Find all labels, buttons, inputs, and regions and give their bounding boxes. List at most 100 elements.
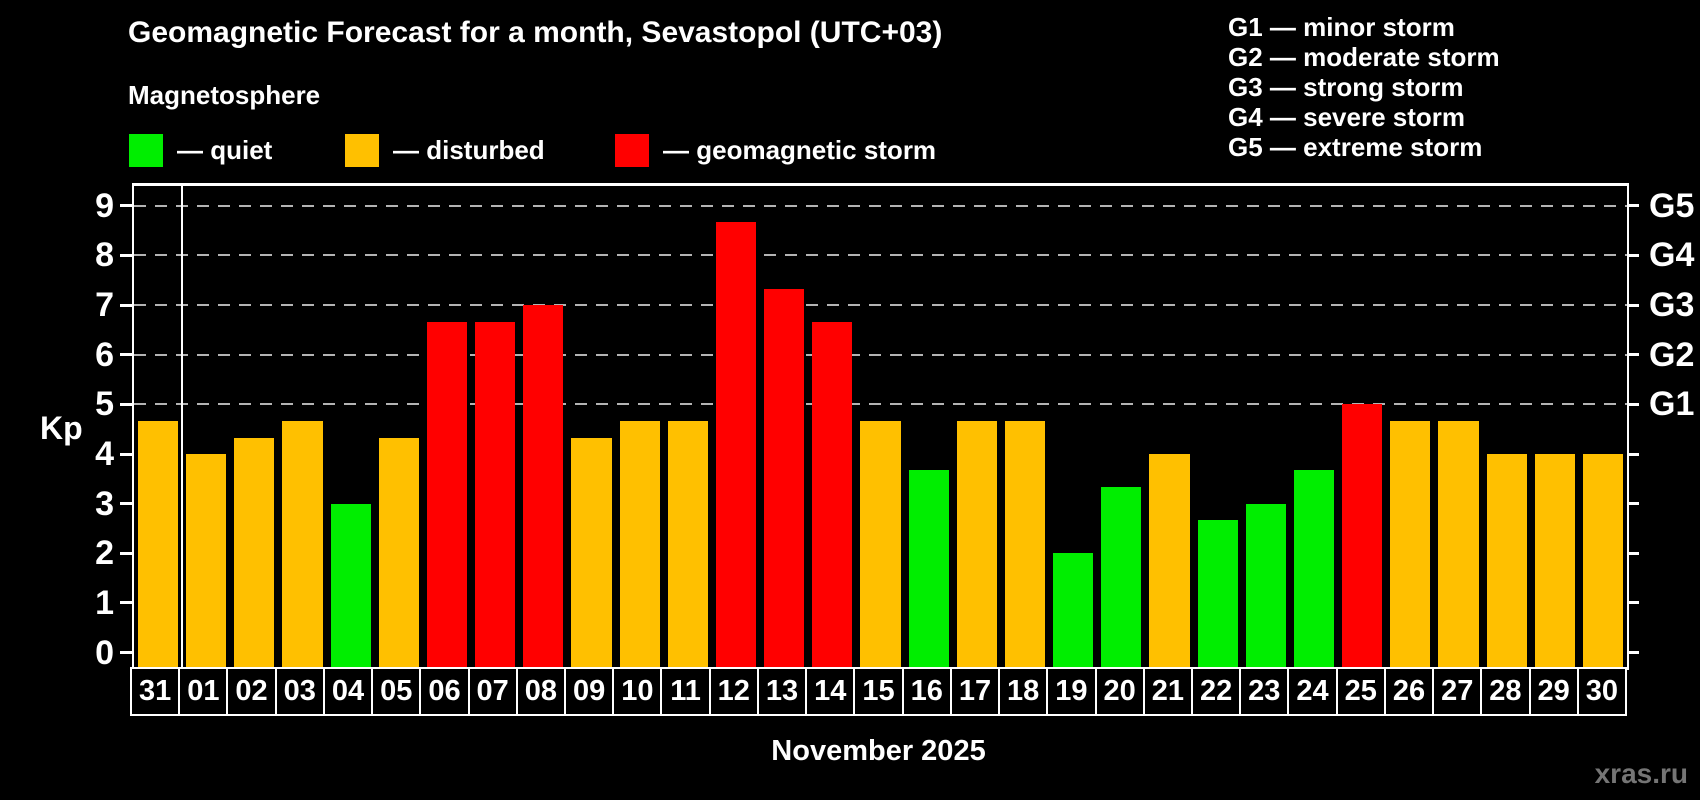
day-cell-19: 19	[1048, 669, 1095, 714]
bar-day-24	[1293, 470, 1335, 670]
y-axis-tick-left-5	[120, 402, 132, 406]
g-scale-label-g5: G5	[1649, 186, 1695, 225]
bar-day-15	[860, 420, 901, 670]
day-cell-02: 02	[228, 669, 275, 714]
day-cell-21: 21	[1144, 669, 1191, 714]
bar-day-09	[571, 437, 612, 670]
day-cell-23: 23	[1241, 669, 1288, 714]
y-axis-label-7: 7	[95, 286, 114, 325]
day-cell-24: 24	[1289, 669, 1336, 714]
bar-day-14	[812, 321, 853, 670]
y-axis-tick-right-3	[1627, 502, 1639, 506]
legend-item-quiet: — quiet	[129, 130, 272, 170]
legend-label-quiet: — quiet	[177, 134, 273, 165]
bar-day-19	[1053, 553, 1094, 670]
bar-day-13	[764, 288, 805, 670]
bar-day-03	[282, 420, 323, 670]
storm-scale-g4: G4 — severe storm	[1228, 102, 1466, 132]
y-axis-label-4: 4	[95, 435, 114, 474]
day-cell-29: 29	[1530, 669, 1577, 714]
legend-item-storm: — geomagnetic storm	[615, 130, 936, 170]
day-cell-03: 03	[276, 669, 323, 714]
bar-day-25	[1342, 404, 1383, 670]
gridline-kp8	[134, 254, 1627, 257]
bar-day-31	[138, 420, 179, 670]
chart-title: Geomagnetic Forecast for a month, Sevast…	[128, 16, 943, 49]
bar-day-20	[1101, 487, 1142, 670]
bar-day-28	[1486, 454, 1527, 670]
y-axis-tick-left-9	[120, 204, 132, 208]
day-cell-31: 31	[132, 669, 179, 714]
bar-day-16	[908, 470, 949, 670]
day-cell-11: 11	[662, 669, 709, 714]
y-axis-tick-left-7	[120, 303, 132, 307]
y-axis-label-2: 2	[95, 534, 114, 573]
y-axis-tick-left-3	[120, 502, 132, 506]
month-separator-line	[181, 186, 184, 670]
gridline-kp9	[134, 204, 1627, 207]
bar-day-11	[667, 420, 708, 670]
day-cell-17: 17	[951, 669, 999, 714]
y-axis-tick-left-1	[120, 601, 132, 605]
bar-day-08	[523, 305, 564, 670]
g-scale-label-g2: G2	[1649, 335, 1695, 374]
y-axis-label-8: 8	[95, 236, 114, 275]
day-cell-07: 07	[469, 669, 516, 714]
disturbed-color-swatch	[345, 133, 379, 167]
bar-day-18	[1004, 420, 1046, 670]
bar-day-27	[1438, 420, 1479, 670]
day-cell-28: 28	[1482, 669, 1529, 714]
bar-day-22	[1197, 520, 1238, 670]
legend-label-storm: — geomagnetic storm	[663, 134, 937, 165]
y-axis-tick-left-4	[120, 452, 132, 456]
g-scale-label-g1: G1	[1649, 385, 1695, 424]
storm-scale-g5: G5 — extreme storm	[1228, 132, 1483, 162]
bar-day-30	[1582, 454, 1623, 670]
day-cell-13: 13	[758, 669, 806, 714]
y-axis-tick-right-4	[1627, 452, 1639, 456]
watermark: xras.ru	[1594, 758, 1688, 789]
gridline-kp6	[134, 353, 1627, 356]
y-axis-tick-left-0	[120, 651, 132, 655]
bar-day-26	[1390, 420, 1431, 670]
bar-day-10	[619, 420, 660, 670]
day-cell-16: 16	[903, 669, 950, 714]
plot-area: 0 1 2 3 4 5 G1 6 G2 7 G3 8 G4 9 G5	[95, 183, 1694, 671]
g-scale-label-g4: G4	[1649, 236, 1695, 275]
x-axis-day-labels: 31 01 02 03 04 05 06 07 08 09 10 11 12 13 14 15 16 17 18 19…	[130, 667, 1627, 716]
chart-subtitle: Magnetosphere	[128, 80, 321, 110]
bar-day-21	[1149, 454, 1190, 670]
gridline-kp5	[134, 403, 1627, 406]
day-cell-08: 08	[517, 669, 565, 714]
y-axis-label-5: 5	[95, 385, 114, 424]
y-axis-label-0: 0	[95, 633, 114, 672]
y-axis-tick-right-5	[1627, 402, 1639, 406]
y-axis-tick-right-0	[1627, 651, 1639, 655]
storm-scale-g2: G2 — moderate storm	[1228, 42, 1500, 72]
bar-day-02	[234, 437, 275, 670]
storm-scale-g1: G1 — minor storm	[1228, 12, 1455, 42]
day-cell-22: 22	[1192, 669, 1240, 714]
y-axis-label-1: 1	[95, 583, 114, 622]
day-cell-04: 04	[324, 669, 372, 714]
day-cell-15: 15	[855, 669, 902, 714]
bar-day-12	[715, 222, 757, 670]
y-axis-tick-left-8	[120, 253, 132, 257]
bar-day-05	[378, 437, 419, 670]
quiet-color-swatch	[129, 133, 163, 167]
y-axis-title: Kp	[40, 410, 83, 446]
bar-day-17	[956, 420, 997, 670]
storm-color-swatch	[615, 133, 649, 167]
day-cell-12: 12	[710, 669, 757, 714]
y-axis-label-9: 9	[95, 186, 114, 225]
y-axis-label-6: 6	[95, 335, 114, 374]
y-axis-tick-left-6	[120, 353, 132, 357]
storm-scale-legend: G1 — minor storm G2 — moderate storm G3 …	[1228, 12, 1500, 162]
day-cell-14: 14	[807, 669, 854, 714]
y-axis-tick-right-9	[1627, 204, 1639, 208]
day-cell-05: 05	[373, 669, 420, 714]
day-cell-01: 01	[180, 669, 227, 714]
legend-label-disturbed: — disturbed	[393, 134, 545, 165]
day-cell-18: 18	[1000, 669, 1047, 714]
